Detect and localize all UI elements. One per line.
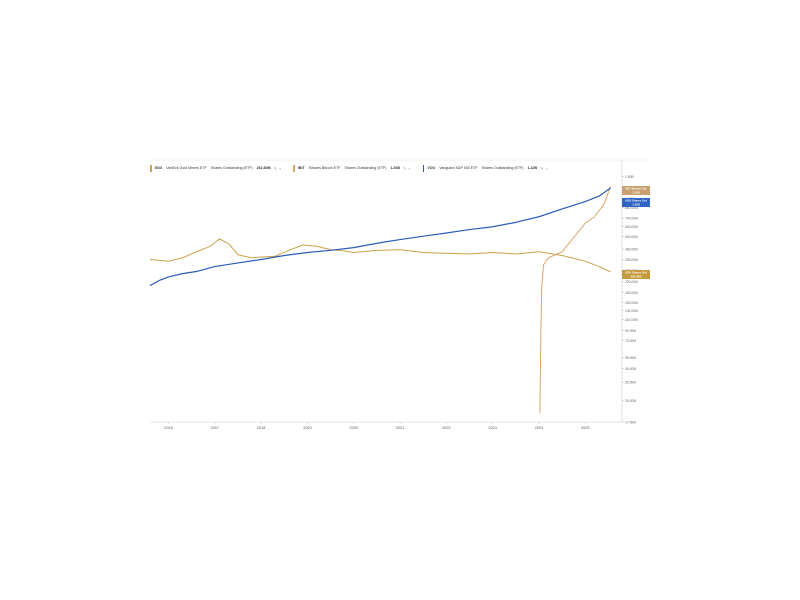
y-tick-label: 330.00M bbox=[625, 258, 638, 262]
y-tick-label: 600.00M bbox=[625, 225, 638, 229]
legend-item-gdx[interactable]: GDX VanEck Gold Miners ETF Shares Outsta… bbox=[150, 164, 283, 172]
x-tick-label: 2021 bbox=[396, 426, 404, 430]
x-tick-label: 2017 bbox=[211, 426, 219, 430]
legend-ticker: GDX bbox=[154, 166, 163, 170]
y-tick-label: 850.00M bbox=[625, 206, 638, 210]
value-tag-value: 262.80M bbox=[631, 274, 643, 278]
legend-metric: Shares Outstanding (ETF) bbox=[210, 166, 253, 170]
legend-item-ibit[interactable]: IBIT iShares Bitcoin ETF Shares Outstand… bbox=[293, 164, 412, 172]
y-tick-label: 55.00M bbox=[625, 356, 636, 360]
y-tick-label: 180.00M bbox=[625, 291, 638, 295]
value-tag-value: 1.26B bbox=[632, 190, 639, 194]
chart-axes: 2016 2017 2018 2019 2020 2021 2022 2023 2024 2025… bbox=[150, 159, 650, 430]
y-tick-label: 75.00M bbox=[625, 339, 636, 343]
y-tick-label: 1.50B bbox=[625, 175, 634, 179]
y-tick-label: 150.00M bbox=[625, 301, 638, 305]
series-line-ibit bbox=[539, 185, 612, 414]
close-icon[interactable]: × bbox=[278, 165, 282, 171]
x-tick-label: 2019 bbox=[303, 426, 311, 430]
y-tick-label: 400.00M bbox=[625, 247, 638, 251]
x-tick-label: 2022 bbox=[442, 426, 450, 430]
close-icon[interactable]: × bbox=[545, 165, 548, 171]
legend-series-name: VanEck Gold Miners ETF bbox=[166, 166, 207, 170]
x-tick-label: 2020 bbox=[350, 426, 358, 430]
legend-swatch bbox=[150, 164, 152, 172]
value-tag-box bbox=[622, 186, 650, 195]
value-tag-box bbox=[622, 198, 650, 207]
value-tag-label: IBIT Shares Out bbox=[626, 187, 647, 191]
y-tick-label: 35.00M bbox=[625, 381, 636, 385]
y-tick-label: 220.00M bbox=[625, 280, 638, 284]
legend-swatch bbox=[422, 164, 425, 172]
chart-legend: GDX VanEck Gold Miners ETF Shares Outsta… bbox=[150, 163, 560, 173]
edit-icon[interactable]: ✎ bbox=[403, 165, 407, 171]
value-tag-label: VOO Shares Out bbox=[625, 199, 647, 203]
legend-ticker: IBIT bbox=[297, 166, 305, 170]
y-tick-label: 45.00M bbox=[625, 367, 636, 371]
value-tag-label: GDX Shares Out bbox=[625, 271, 647, 275]
y-tick-label: 700.00M bbox=[625, 217, 638, 221]
x-tick-label: 2023 bbox=[488, 426, 496, 430]
legend-metric: Shares Outstanding (ETF) bbox=[481, 166, 524, 170]
legend-swatch bbox=[293, 164, 295, 172]
legend-series-name: Vanguard S&P 500 ETF bbox=[439, 166, 478, 170]
legend-value: 1.26B bbox=[390, 166, 401, 170]
y-tick-label: 130.00M bbox=[625, 309, 638, 313]
y-tick-label: 17.00M bbox=[625, 420, 636, 424]
y-tick-label: 25.00M bbox=[625, 399, 636, 403]
series-line-voo bbox=[149, 187, 612, 287]
value-tag-value: 1.22B bbox=[632, 202, 639, 206]
edit-icon[interactable]: ✎ bbox=[540, 165, 544, 171]
x-tick-label: 2025 bbox=[581, 426, 589, 430]
legend-ticker: VOO bbox=[427, 166, 436, 170]
y-tick-label: 500.00M bbox=[625, 235, 638, 239]
edit-icon[interactable]: ✎ bbox=[273, 165, 277, 171]
x-tick-label: 2016 bbox=[164, 426, 172, 430]
value-tag-box bbox=[622, 270, 650, 279]
legend-value: 1.22B bbox=[527, 166, 538, 170]
y-tick-label: 110.00M bbox=[625, 318, 638, 322]
series-layer bbox=[149, 185, 612, 414]
series-line-gdx bbox=[149, 238, 611, 273]
y-tick-label: 90.00M bbox=[625, 329, 636, 333]
close-icon[interactable]: × bbox=[408, 165, 411, 171]
x-tick-label: 2024 bbox=[535, 426, 543, 430]
legend-item-voo[interactable]: VOO Vanguard S&P 500 ETF Shares Outstand… bbox=[422, 164, 550, 172]
legend-metric: Shares Outstanding (ETF) bbox=[344, 166, 387, 170]
legend-value: 262.80M bbox=[256, 166, 271, 170]
legend-series-name: iShares Bitcoin ETF bbox=[308, 166, 341, 170]
x-tick-label: 2018 bbox=[257, 426, 265, 430]
